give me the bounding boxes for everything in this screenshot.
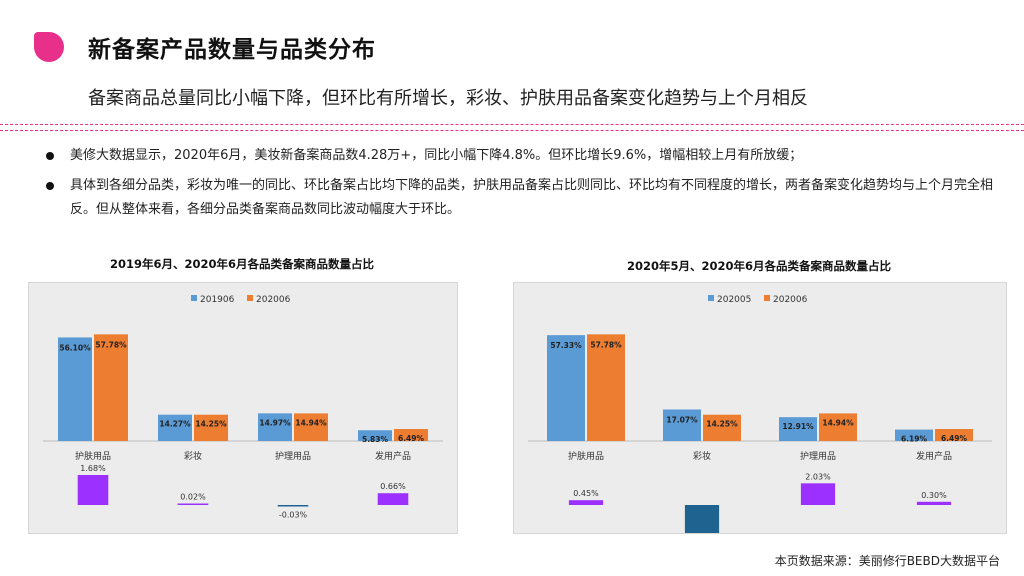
category-tick-label: 彩妆: [184, 450, 202, 462]
diff-value-label: 2.03%: [805, 472, 831, 481]
bar-1: [158, 414, 192, 441]
bar-1: [58, 337, 92, 441]
bar-value-label: 14.27%: [159, 420, 191, 429]
bar-value-label: 56.10%: [59, 343, 91, 352]
diff-value-label: 0.02%: [180, 493, 206, 502]
diff-value-label: 1.68%: [80, 464, 106, 473]
diff-bar: [377, 493, 409, 505]
bar-1: [779, 417, 817, 441]
diff-value-label: 0.30%: [921, 491, 947, 500]
brand-logo-icon: [34, 32, 64, 62]
bar-value-label: 6.49%: [398, 434, 425, 443]
bar-value-label: 17.07%: [666, 415, 698, 424]
data-source-note: 本页数据来源：美丽修行BEBD大数据平台: [774, 554, 1000, 568]
bullet-list: 美修大数据显示，2020年6月，美妆新备案商品数4.28万+，同比小幅下降4.8…: [44, 144, 994, 228]
bar-value-label: 57.78%: [590, 340, 622, 349]
bar-1: [358, 430, 392, 441]
diff-value-label: 0.66%: [380, 482, 406, 491]
diff-bar: [77, 475, 109, 505]
legend-label-1: 202005: [717, 295, 751, 305]
bullet-item: 具体到各细分品类，彩妆为唯一的同比、环比备案占比均下降的品类，护肤用品备案占比则…: [44, 174, 994, 222]
bar-value-label: 14.94%: [822, 418, 854, 427]
diff-value-label: 0.45%: [573, 489, 599, 498]
divider-bottom: [0, 130, 1024, 131]
bar-value-label: 6.49%: [941, 434, 968, 443]
diff-bar: [800, 483, 836, 505]
legend-swatch-1: [191, 295, 197, 301]
legend-label-1: 201906: [200, 295, 235, 305]
page-title: 新备案产品数量与品类分布: [88, 37, 376, 63]
legend-label-2: 202006: [773, 295, 808, 305]
bar-value-label: 57.33%: [550, 341, 582, 350]
diff-bar: [568, 500, 604, 505]
chart-2-svg: 202005 202006 57.33% 57.78% 护肤用品 0.45% 17.07% 1…: [528, 295, 992, 548]
diff-bar: [916, 501, 952, 505]
bar-2: [394, 429, 428, 441]
diff-bar: [277, 505, 309, 507]
category-tick-label: 彩妆: [693, 450, 711, 462]
diff-value-label: -0.03%: [279, 511, 308, 520]
category-tick-label: 发用产品: [375, 450, 411, 462]
bar-value-label: 14.25%: [195, 420, 227, 429]
divider-top: [0, 124, 1024, 125]
category-tick-label: 发用产品: [916, 450, 952, 462]
diff-bar: [684, 505, 720, 535]
legend-swatch-1: [708, 295, 714, 301]
chart-2-title: 2020年5月、2020年6月各品类备案商品数量占比: [626, 259, 891, 273]
legend-swatch-2: [247, 295, 253, 301]
bar-2: [294, 413, 328, 441]
bar-value-label: 14.25%: [706, 420, 738, 429]
category-tick-label: 护理用品: [275, 450, 311, 462]
bar-value-label: 6.19%: [901, 435, 928, 444]
bar-2: [935, 429, 973, 441]
bar-2: [819, 413, 857, 441]
bar-value-label: 57.78%: [95, 340, 127, 349]
diff-bar: [177, 503, 209, 505]
chart-1-panel: 201906 202006 56.10% 57.78% 护肤用品 1.68% 14.27% 1…: [28, 282, 458, 534]
bar-value-label: 12.91%: [782, 422, 814, 431]
legend-swatch-2: [764, 295, 770, 301]
bar-2: [703, 414, 741, 441]
category-tick-label: 护肤用品: [568, 450, 604, 462]
chart-2-panel: 202005 202006 57.33% 57.78% 护肤用品 0.45% 17.07% 1…: [513, 282, 1007, 548]
bar-1: [547, 335, 585, 441]
chart-1-title: 2019年6月、2020年6月各品类备案商品数量占比: [109, 257, 374, 271]
bar-value-label: 5.83%: [362, 435, 389, 444]
bar-1: [258, 413, 292, 441]
category-tick-label: 护理用品: [800, 450, 836, 462]
bar-2: [94, 334, 128, 441]
bullet-item: 美修大数据显示，2020年6月，美妆新备案商品数4.28万+，同比小幅下降4.8…: [44, 144, 994, 168]
page-subtitle: 备案商品总量同比小幅下降，但环比有所增长，彩妆、护肤用品备案变化趋势与上个月相反: [88, 88, 808, 109]
bar-2: [194, 414, 228, 441]
legend-label-2: 202006: [256, 295, 291, 305]
bar-1: [663, 409, 701, 441]
bar-1: [895, 429, 933, 441]
bar-2: [587, 334, 625, 441]
category-tick-label: 护肤用品: [75, 450, 111, 462]
bar-value-label: 14.94%: [295, 418, 327, 427]
chart-1-svg: 201906 202006 56.10% 57.78% 护肤用品 1.68% 14.27% 1…: [43, 295, 443, 520]
bar-value-label: 14.97%: [259, 418, 291, 427]
